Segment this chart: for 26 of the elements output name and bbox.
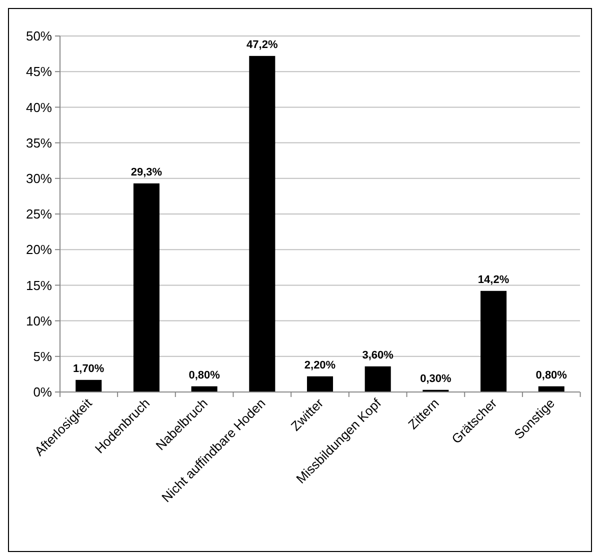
y-tick-label: 15% [26, 278, 52, 293]
data-label: 2,20% [304, 359, 336, 372]
bar [364, 366, 391, 392]
y-tick-label: 10% [26, 313, 52, 328]
y-tick-label: 40% [26, 100, 52, 115]
y-tick-label: 35% [26, 135, 52, 150]
y-tick-label: 30% [26, 170, 52, 186]
data-label: 0,30% [420, 372, 452, 385]
bar [480, 290, 507, 392]
y-tick-label: 45% [26, 64, 52, 80]
y-tick-label: 0% [33, 384, 52, 400]
bar [76, 380, 102, 392]
y-tick-label: 25% [26, 206, 52, 222]
bar [306, 376, 334, 392]
y-tick-label: 20% [26, 242, 52, 258]
data-label: 0,80% [536, 369, 568, 382]
bar [133, 183, 160, 392]
y-tick-label: 50% [26, 28, 52, 44]
data-label: 3,60% [362, 349, 394, 362]
data-label: 14,2% [478, 274, 510, 286]
y-tick-label: 5% [33, 348, 52, 364]
bar [249, 56, 276, 392]
data-label: 1,70% [73, 362, 104, 375]
data-label: 29,3% [130, 166, 162, 178]
data-label: 47,2% [246, 38, 278, 51]
data-label: 0,80% [188, 369, 220, 382]
